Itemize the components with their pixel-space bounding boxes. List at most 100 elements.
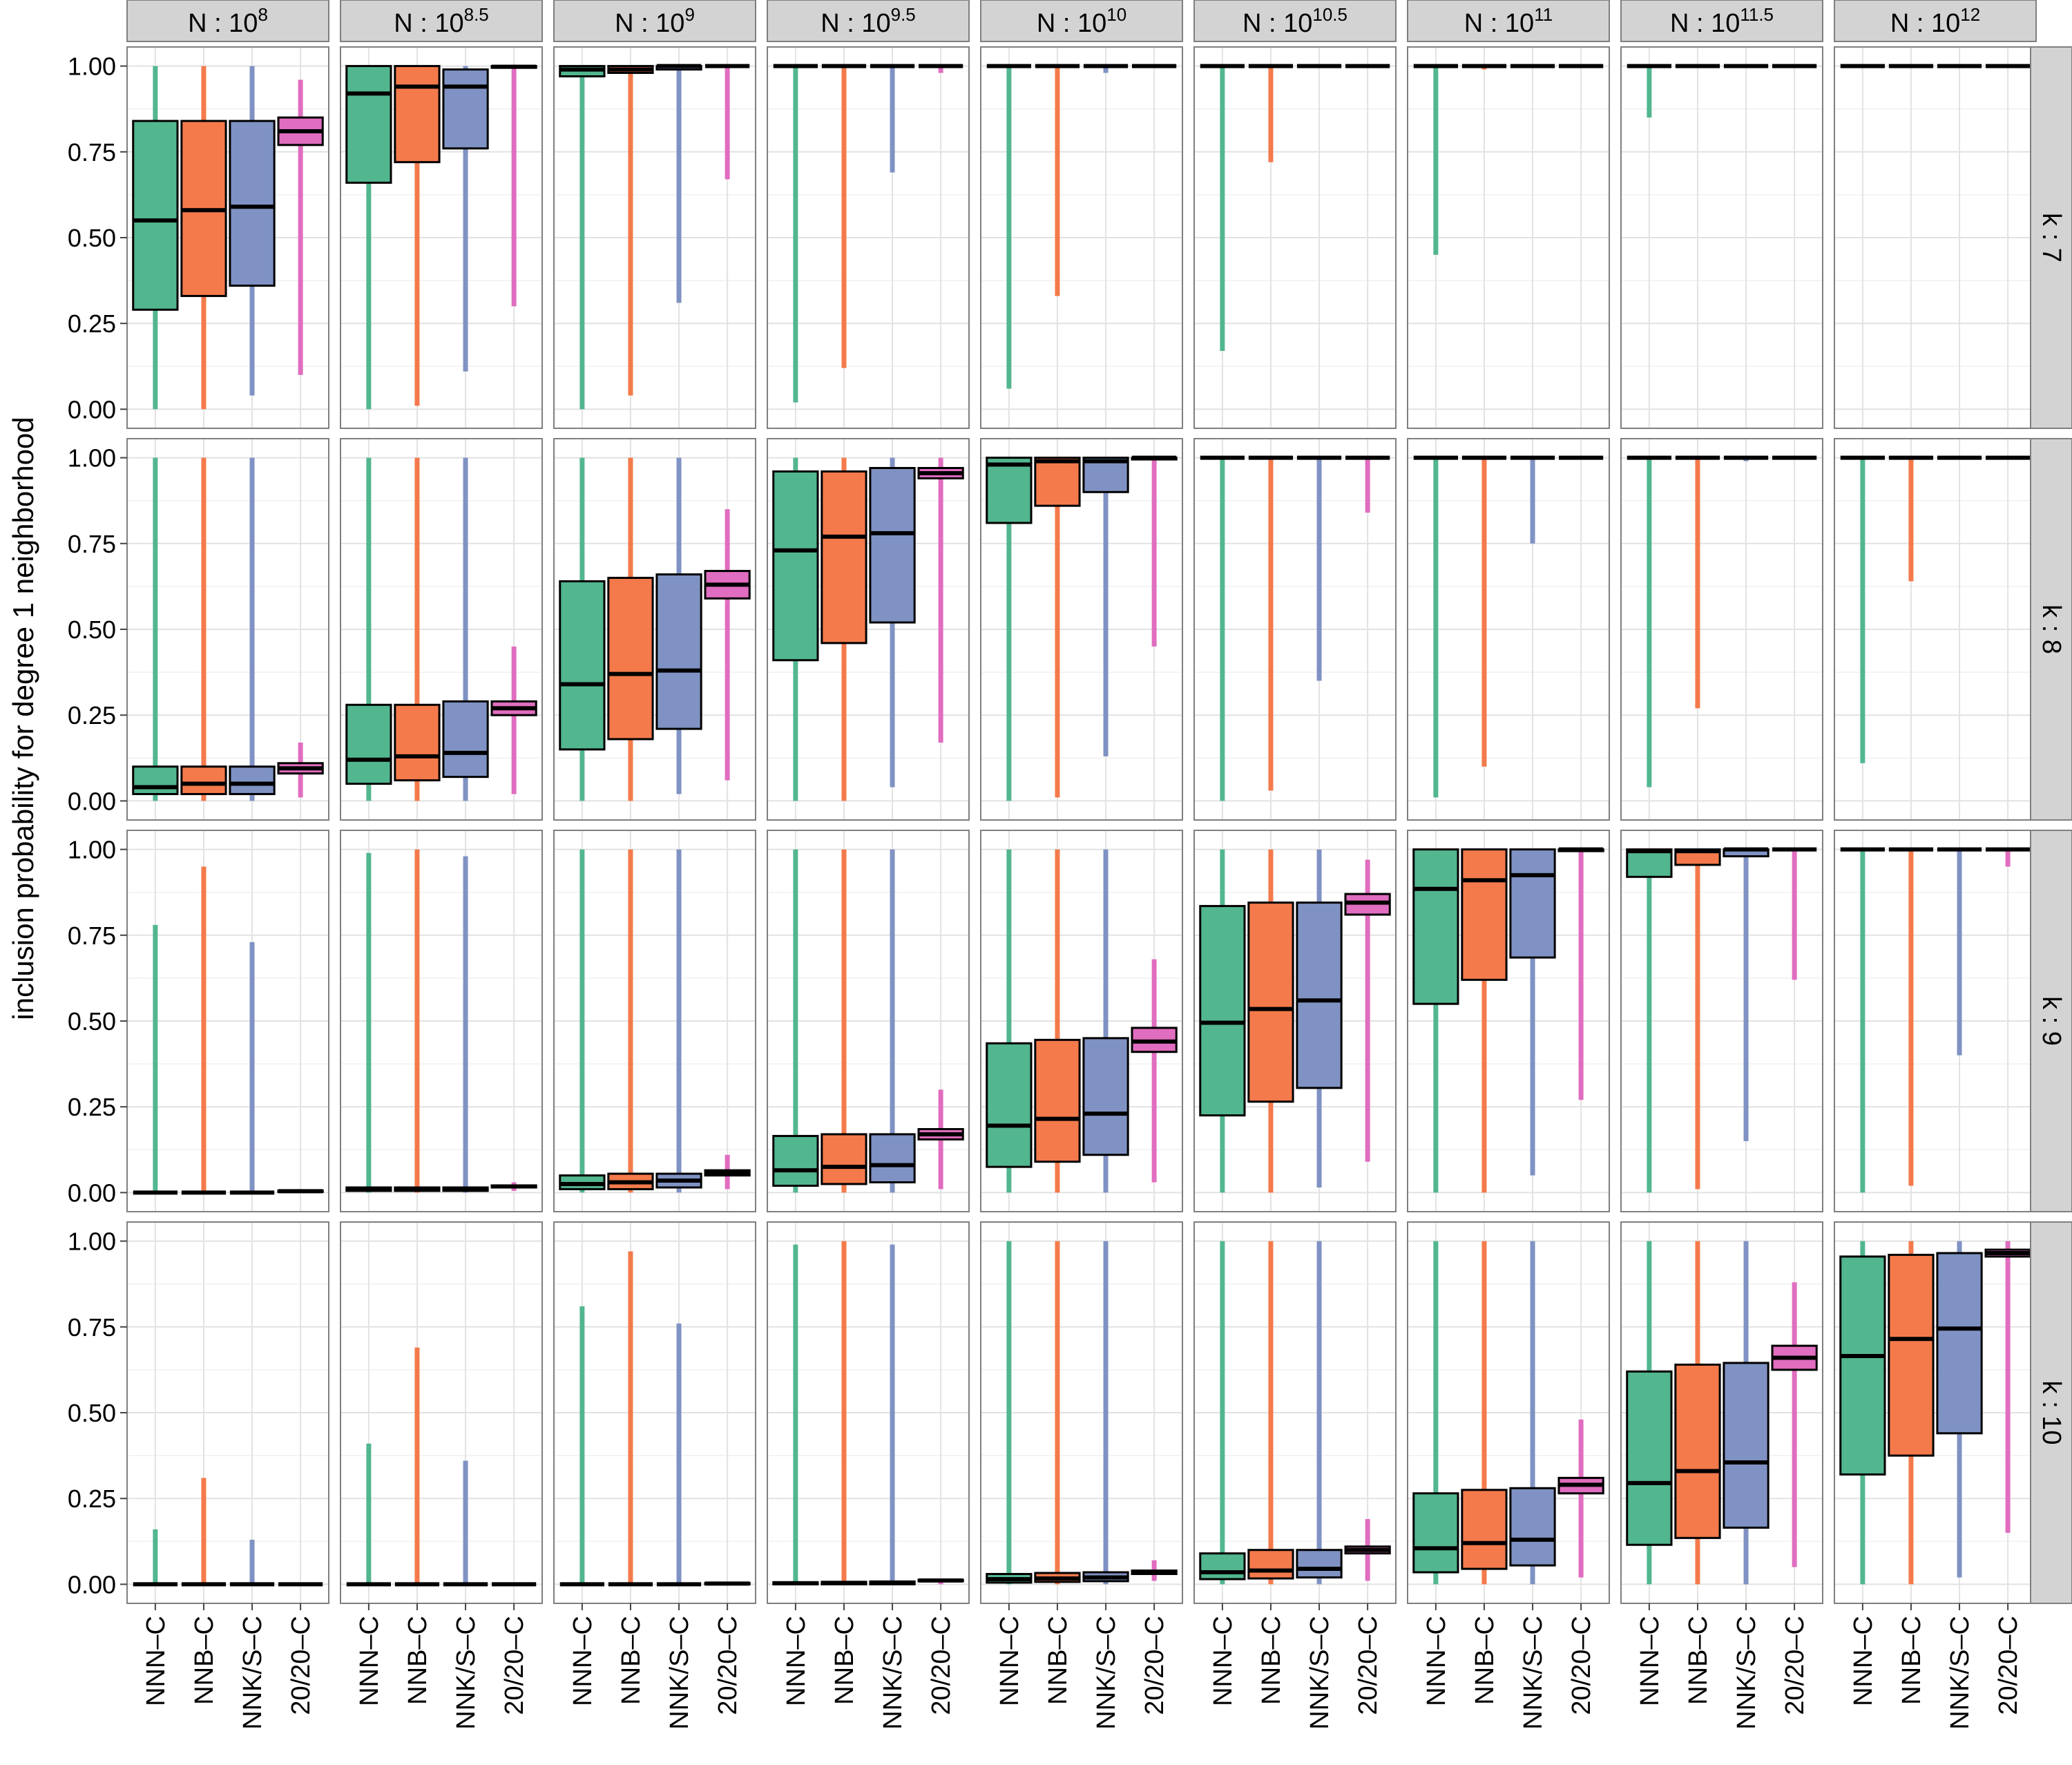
boxplot-1 [559,849,606,1193]
x-axis: NNN–C NNB–C NNK/S–C 20/20–C [995,1603,1169,1730]
facet-panel [1834,438,2037,821]
panel-border [553,830,756,1212]
y-axis: 0.00 0.25 0.50 0.75 1.00 [68,836,127,1207]
boxplot-2 [180,457,227,801]
facet-panel [767,46,970,429]
box-iqr [1296,1549,1343,1578]
facet-strip-top: N : 1010.5 [1193,0,1397,42]
facet-strip-top: N : 109 [553,0,756,42]
facet-panel [553,830,756,1212]
y-tick-label: 0.00 [68,395,116,423]
box-iqr [1626,848,1673,878]
x-tick-label: NNB–C [830,1616,859,1705]
boxplot-1 [1626,848,1673,1193]
boxplot-2 [821,849,867,1193]
facet-panel [1620,46,1823,429]
panel-border [980,830,1183,1212]
box-iqr [1461,1489,1508,1570]
x-tick-label: NNK/S–C [1519,1616,1548,1730]
x-tick-label: NNK/S–C [665,1616,694,1730]
x-axis: NNN–C NNB–C NNK/S–C 20/20–C [1209,1603,1383,1730]
box-iqr [1509,1487,1556,1567]
boxplot-2 [1674,1241,1721,1585]
boxplot-3 [229,66,276,396]
facet-panel [767,1221,970,1604]
boxplot-3 [442,856,489,1193]
y-tick-label: 1.00 [68,444,116,473]
facet-panel [553,438,756,821]
boxplot-3 [869,849,916,1193]
x-axis: NNN–C NNB–C NNK/S–C 20/20–C [142,1603,316,1730]
x-tick-label: NNN–C [1422,1616,1451,1706]
facet-strip-right: k : 8 [2030,438,2072,821]
x-tick-label: NNB–C [1044,1616,1073,1705]
boxplot-2 [1461,64,1507,70]
box-iqr [1888,1253,1935,1457]
boxplot-3 [443,1460,488,1587]
x-axis: NNN–C NNB–C NNK/S–C 20/20–C [1849,1603,2023,1730]
boxplot-3 [1723,1241,1769,1585]
box-iqr [1199,1552,1246,1581]
facet-strip-top: N : 108 [126,0,329,42]
x-tick-label: 20/20–C [500,1616,529,1715]
box-iqr [607,576,654,741]
boxplot-2 [607,457,654,801]
boxplot-3 [229,1539,275,1587]
box-iqr [1034,457,1081,507]
x-tick-label: NNN–C [1849,1616,1878,1706]
facet-panel [980,1221,1183,1604]
x-tick-label: NNB–C [1257,1616,1286,1705]
boxplot-1 [1412,848,1459,1193]
boxplot-4 [1344,859,1391,1162]
y-tick-label: 0.00 [68,787,116,815]
boxplot-2 [607,849,654,1193]
x-tick-label: NNK/S–C [1946,1616,1975,1730]
facet-column-label: N : 1010.5 [1243,4,1347,38]
boxplot-3 [229,942,275,1195]
boxplot-4 [1772,847,1817,980]
x-tick-label: NNN–C [1635,1616,1665,1706]
y-tick-label: 1.00 [68,53,116,81]
facet-panel [1620,438,1823,821]
facet-panel [1407,1221,1610,1604]
boxplot-3 [1937,847,1982,1056]
x-tick-label: NNN–C [568,1616,597,1706]
x-tick-label: 20/20–C [287,1616,316,1715]
facet-strip-top: N : 1011 [1407,0,1610,42]
box-iqr [1412,848,1459,1005]
panel-border [340,1221,543,1604]
boxplot-3 [1296,849,1343,1187]
box-iqr [1296,901,1343,1089]
box-iqr [559,580,606,751]
boxplot-4 [277,79,324,375]
facet-strip-right: k : 9 [2030,830,2072,1212]
box-iqr [1839,1255,1886,1476]
facet-panel [1834,1221,2037,1604]
x-tick-label: 20/20–C [1140,1616,1169,1715]
panel-border [980,1221,1183,1604]
box-iqr [1247,1549,1294,1580]
boxplot-2 [821,64,867,368]
boxplot-2 [1034,457,1081,798]
x-tick-label: 20/20–C [927,1616,956,1715]
boxplot-1 [1200,455,1245,801]
boxplot-1 [986,457,1033,801]
boxplot-1 [1199,849,1246,1193]
boxplot-4 [490,646,537,794]
boxplot-2 [1247,1241,1294,1585]
box-iqr [1412,1492,1459,1574]
facet-panel [1193,1221,1397,1604]
boxplot-4 [1557,1419,1604,1578]
boxplot-1 [345,852,392,1193]
boxplot-4 [919,64,963,73]
facet-panel [1620,830,1823,1212]
y-axis: 0.00 0.25 0.50 0.75 1.00 [68,53,127,423]
facet-panel [1620,1221,1823,1604]
boxplot-1 [1413,64,1458,255]
boxplot-4 [1771,1282,1818,1567]
boxplot-2 [394,65,441,406]
boxplot-2 [1461,1241,1508,1585]
boxplot-2 [1247,849,1294,1193]
box-iqr [180,765,227,795]
